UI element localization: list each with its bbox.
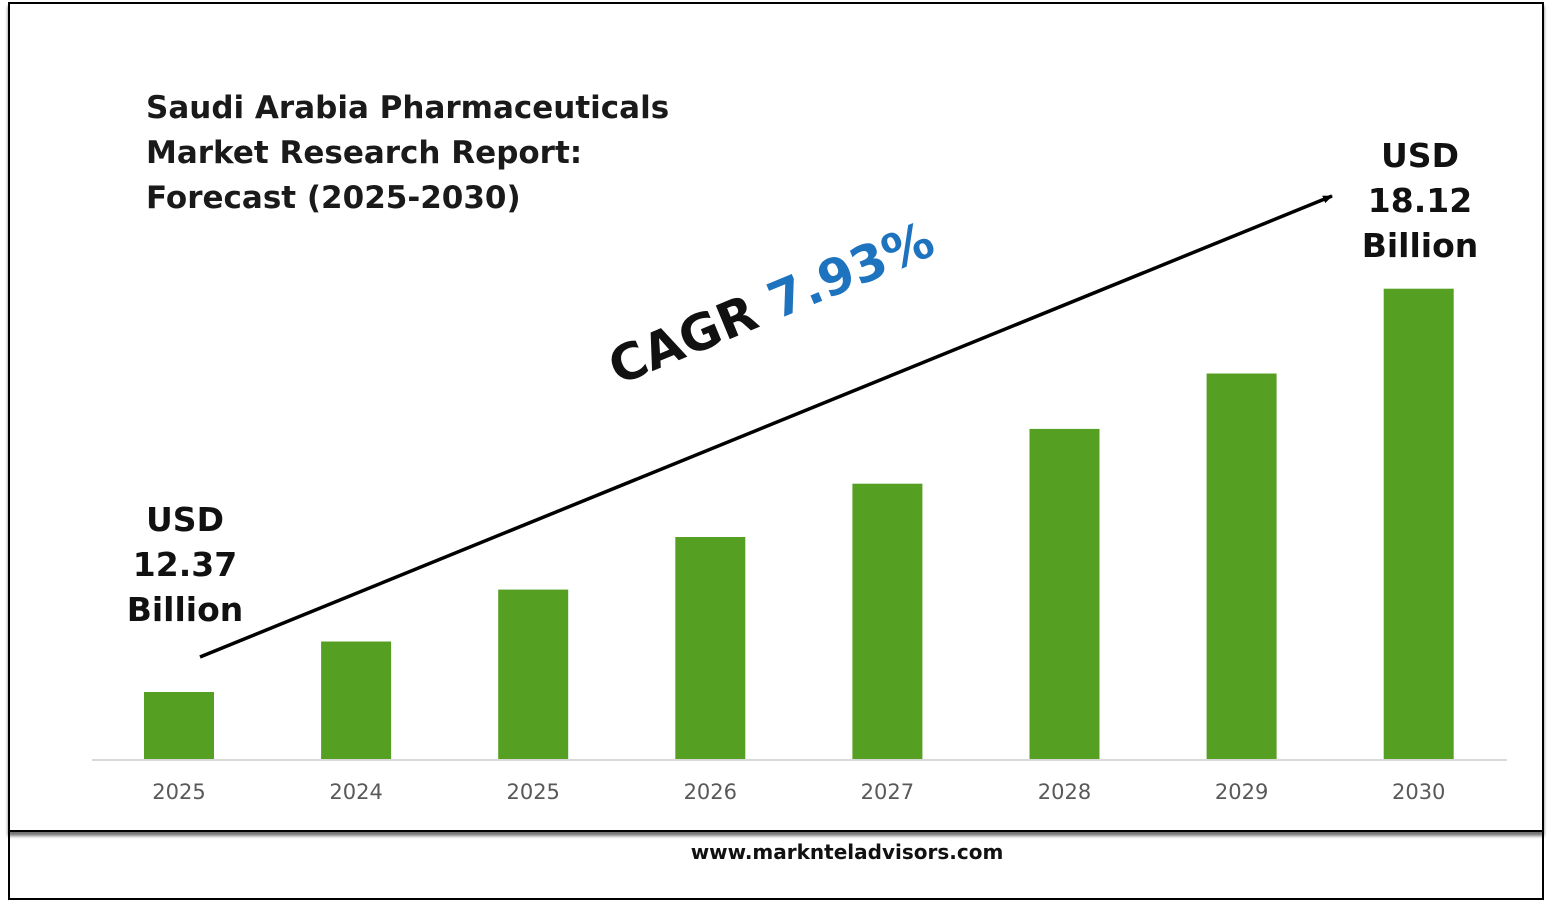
bar-5	[1029, 428, 1100, 760]
bar-4	[852, 483, 923, 760]
end-value: 18.12	[1367, 181, 1473, 220]
website-footer[interactable]: www.marknteladvisors.com	[690, 840, 1004, 864]
x-tick-label: 2028	[1038, 780, 1091, 804]
start-value-callout: USD 12.37 Billion	[105, 497, 265, 632]
title-line-3: Forecast (2025-2030)	[146, 180, 521, 216]
x-tick-label: 2027	[861, 780, 914, 804]
bar-0	[144, 692, 214, 760]
bars-group	[144, 288, 1454, 760]
bar-7	[1383, 288, 1454, 760]
end-unit: Billion	[1361, 226, 1479, 265]
bar-1	[321, 641, 392, 760]
start-currency: USD	[146, 500, 224, 539]
growth-arrow	[199, 194, 1333, 659]
x-tick-label: 2026	[684, 780, 737, 804]
x-tick-label: 2025	[506, 780, 559, 804]
title-line-1: Saudi Arabia Pharmaceuticals	[146, 90, 670, 126]
chart-title: Saudi Arabia Pharmaceuticals Market Rese…	[146, 86, 669, 221]
x-tick-label: 2025	[152, 780, 205, 804]
start-value: 12.37	[132, 545, 238, 584]
x-tick-label: 2030	[1392, 780, 1445, 804]
start-unit: Billion	[126, 590, 244, 629]
end-value-callout: USD 18.12 Billion	[1340, 133, 1500, 268]
chart-panel	[8, 2, 1544, 832]
x-tick-labels: 2025 2024 2025 2026 2027 2028 2029 2030	[152, 780, 1445, 804]
bar-6	[1206, 373, 1277, 760]
bar-2	[498, 589, 569, 760]
x-tick-label: 2024	[329, 780, 382, 804]
bar-3	[675, 537, 746, 760]
end-currency: USD	[1381, 136, 1459, 175]
title-line-2: Market Research Report:	[146, 135, 583, 171]
x-tick-label: 2029	[1215, 780, 1268, 804]
